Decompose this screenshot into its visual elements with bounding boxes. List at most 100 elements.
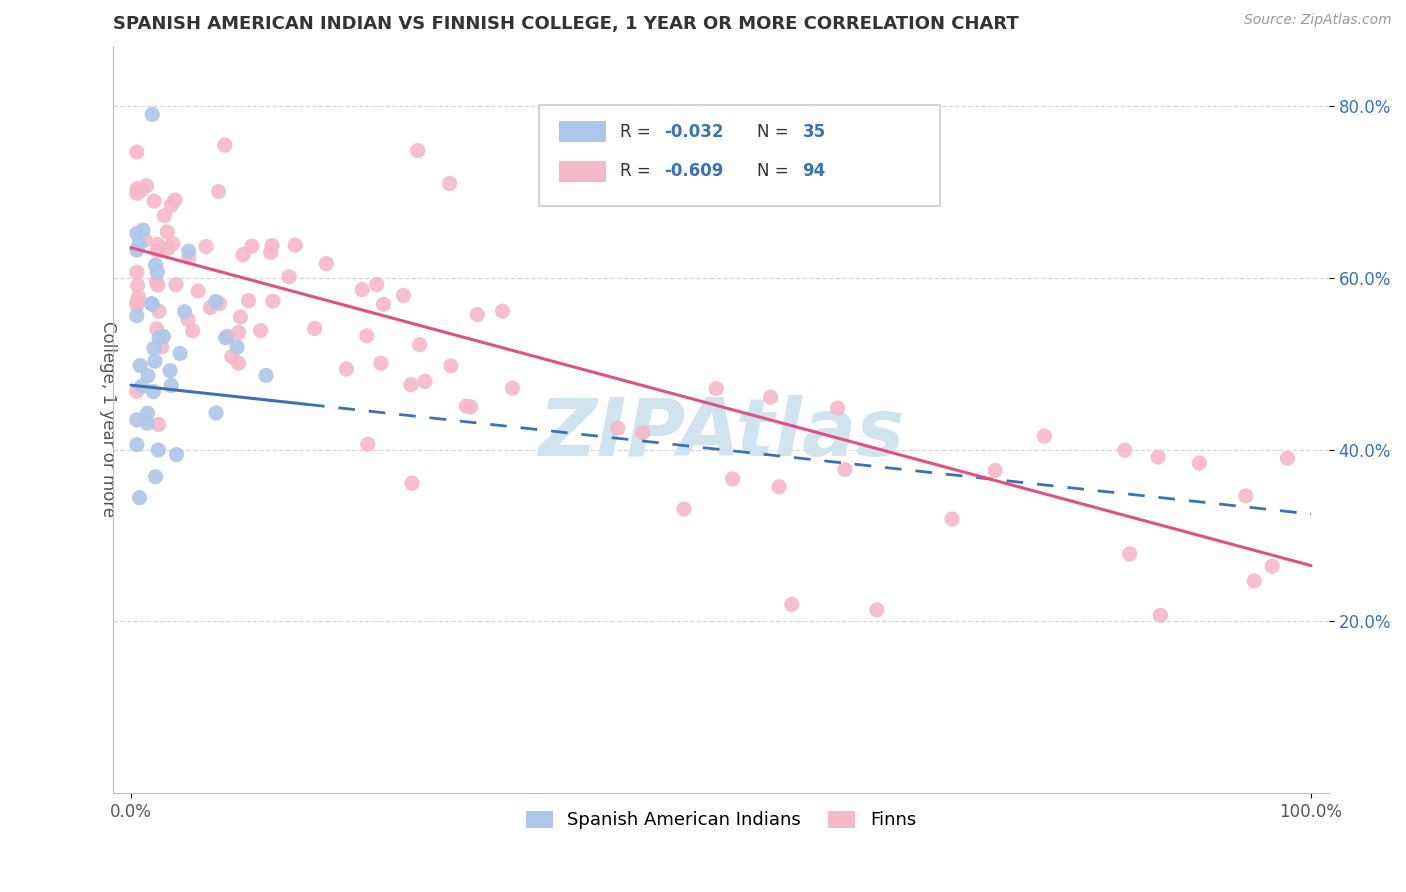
Point xyxy=(166,448,188,462)
Point xyxy=(125,227,148,241)
Point xyxy=(254,368,277,383)
Point xyxy=(672,502,695,516)
Point xyxy=(177,250,200,264)
Point xyxy=(941,512,963,526)
Point xyxy=(315,257,337,271)
Point xyxy=(156,241,179,255)
Point xyxy=(208,296,231,310)
Point xyxy=(262,293,284,308)
Point xyxy=(145,275,167,289)
Point xyxy=(146,278,169,293)
Point xyxy=(134,233,156,247)
Point xyxy=(408,337,430,351)
Point xyxy=(215,331,238,345)
Point xyxy=(226,340,249,354)
Point xyxy=(136,368,159,383)
Point xyxy=(759,390,782,404)
Point xyxy=(128,491,150,505)
Text: 94: 94 xyxy=(803,162,825,180)
Text: -0.609: -0.609 xyxy=(664,162,723,180)
FancyBboxPatch shape xyxy=(560,161,606,182)
Point xyxy=(465,308,488,322)
Point xyxy=(127,181,149,195)
Point xyxy=(146,237,169,252)
Point xyxy=(141,107,163,121)
Point xyxy=(143,354,166,368)
Point xyxy=(249,324,271,338)
Point xyxy=(984,463,1007,477)
Point xyxy=(125,265,148,279)
Point xyxy=(406,144,429,158)
Point xyxy=(352,283,374,297)
Point xyxy=(169,346,191,360)
Point xyxy=(181,324,204,338)
Point xyxy=(136,406,159,420)
Point xyxy=(125,438,148,452)
Point xyxy=(356,329,378,343)
Point xyxy=(1234,489,1257,503)
Text: 35: 35 xyxy=(803,123,825,141)
Point xyxy=(148,330,170,344)
Point xyxy=(1147,450,1170,465)
Point xyxy=(165,277,187,292)
Y-axis label: College, 1 year or more: College, 1 year or more xyxy=(100,321,117,517)
Point xyxy=(834,462,856,476)
Point xyxy=(148,443,170,458)
Point xyxy=(1114,443,1136,458)
Point xyxy=(125,145,148,159)
Point xyxy=(260,245,283,260)
Point xyxy=(460,400,482,414)
Point xyxy=(136,416,159,430)
Point xyxy=(1261,559,1284,574)
Point xyxy=(145,469,167,483)
Point xyxy=(125,413,148,427)
Point xyxy=(141,297,163,311)
Point xyxy=(145,258,167,272)
Point xyxy=(135,178,157,193)
Point xyxy=(207,185,229,199)
Point xyxy=(142,384,165,399)
Point xyxy=(456,399,478,413)
Point xyxy=(304,321,326,335)
Point xyxy=(704,382,727,396)
Point xyxy=(373,297,395,311)
Point xyxy=(1033,429,1056,443)
Point xyxy=(392,288,415,302)
Point xyxy=(501,381,523,395)
Point xyxy=(125,309,148,323)
Text: N =: N = xyxy=(758,162,794,180)
Point xyxy=(160,198,183,212)
Point xyxy=(141,296,163,310)
Point xyxy=(221,350,243,364)
Point xyxy=(156,225,179,239)
Point xyxy=(127,290,149,304)
Point xyxy=(146,265,169,279)
Point xyxy=(780,597,803,611)
Point xyxy=(132,223,155,237)
Point xyxy=(128,237,150,252)
Text: SPANISH AMERICAN INDIAN VS FINNISH COLLEGE, 1 YEAR OR MORE CORRELATION CHART: SPANISH AMERICAN INDIAN VS FINNISH COLLE… xyxy=(114,15,1019,33)
Point xyxy=(153,209,176,223)
Point xyxy=(159,364,181,378)
Point xyxy=(177,244,200,259)
Point xyxy=(439,177,461,191)
Point xyxy=(357,437,380,451)
Point xyxy=(768,480,790,494)
Point xyxy=(214,138,236,153)
Point xyxy=(370,356,392,370)
Point xyxy=(142,342,165,356)
Point xyxy=(205,294,228,309)
Point xyxy=(173,304,195,318)
Point xyxy=(399,377,422,392)
Point xyxy=(160,378,183,392)
Point xyxy=(335,362,357,376)
FancyBboxPatch shape xyxy=(560,121,606,142)
Point xyxy=(284,238,307,252)
Point xyxy=(145,322,167,336)
Point xyxy=(162,236,184,251)
Point xyxy=(148,417,170,432)
Point xyxy=(1149,608,1171,623)
Point xyxy=(229,310,252,324)
Text: N =: N = xyxy=(758,123,794,141)
Point xyxy=(200,301,222,315)
